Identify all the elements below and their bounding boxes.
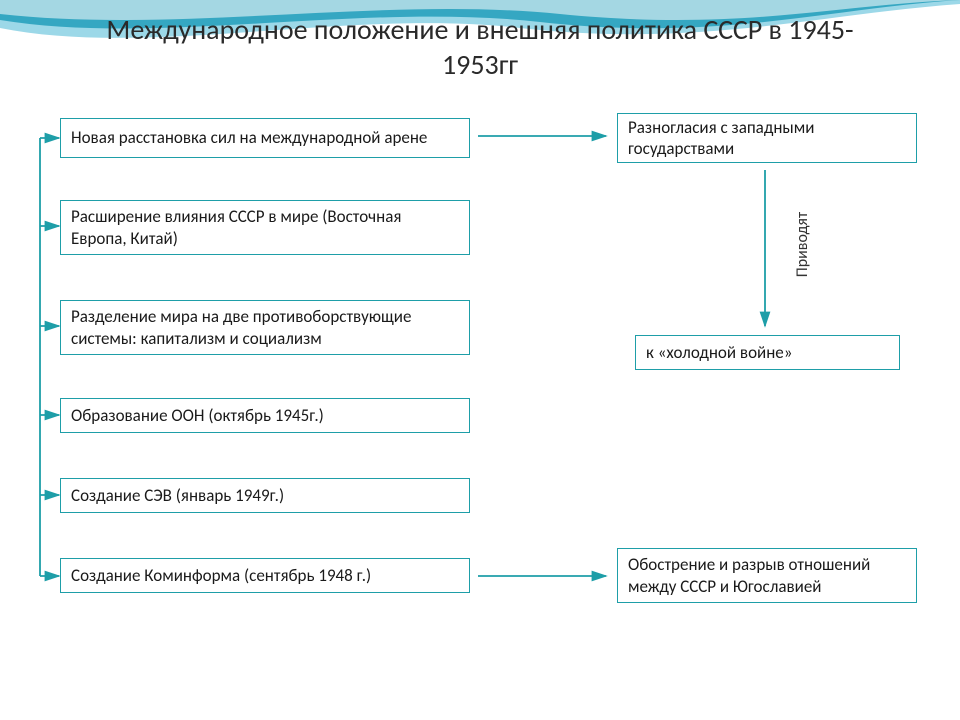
left-box-5-text: Создание Коминформа (сентябрь 1948 г.) — [71, 565, 371, 586]
left-box-1-text: Расширение влияния СССР в мире (Восточна… — [71, 206, 459, 249]
left-box-4-text: Создание СЭВ (январь 1949г.) — [71, 485, 284, 506]
left-box-0: Новая расстановка сил на международной а… — [60, 118, 470, 158]
right-box-1-text: к «холодной войне» — [646, 342, 792, 363]
left-box-2: Разделение мира на две противоборствующи… — [60, 300, 470, 355]
right-box-2: Обострение и разрыв отношений между СССР… — [617, 548, 917, 603]
page-title: Международное положение и внешняя полити… — [100, 12, 860, 82]
left-box-4: Создание СЭВ (январь 1949г.) — [60, 478, 470, 513]
left-box-0-text: Новая расстановка сил на международной а… — [71, 127, 427, 148]
left-box-2-text: Разделение мира на две противоборствующи… — [71, 306, 459, 349]
vertical-label-text: Приводят — [793, 212, 812, 277]
right-box-1: к «холодной войне» — [635, 335, 900, 370]
right-box-0: Разногласия с западными государствами — [617, 113, 917, 163]
left-box-3-text: Образование ООН (октябрь 1945г.) — [71, 405, 324, 426]
page-title-text: Международное положение и внешняя полити… — [106, 12, 853, 82]
right-box-0-text: Разногласия с западными государствами — [628, 117, 906, 160]
right-box-2-text: Обострение и разрыв отношений между СССР… — [628, 554, 906, 597]
left-box-5: Создание Коминформа (сентябрь 1948 г.) — [60, 558, 470, 593]
left-box-3: Образование ООН (октябрь 1945г.) — [60, 398, 470, 433]
vertical-label: Приводят — [793, 212, 812, 277]
left-box-1: Расширение влияния СССР в мире (Восточна… — [60, 200, 470, 255]
